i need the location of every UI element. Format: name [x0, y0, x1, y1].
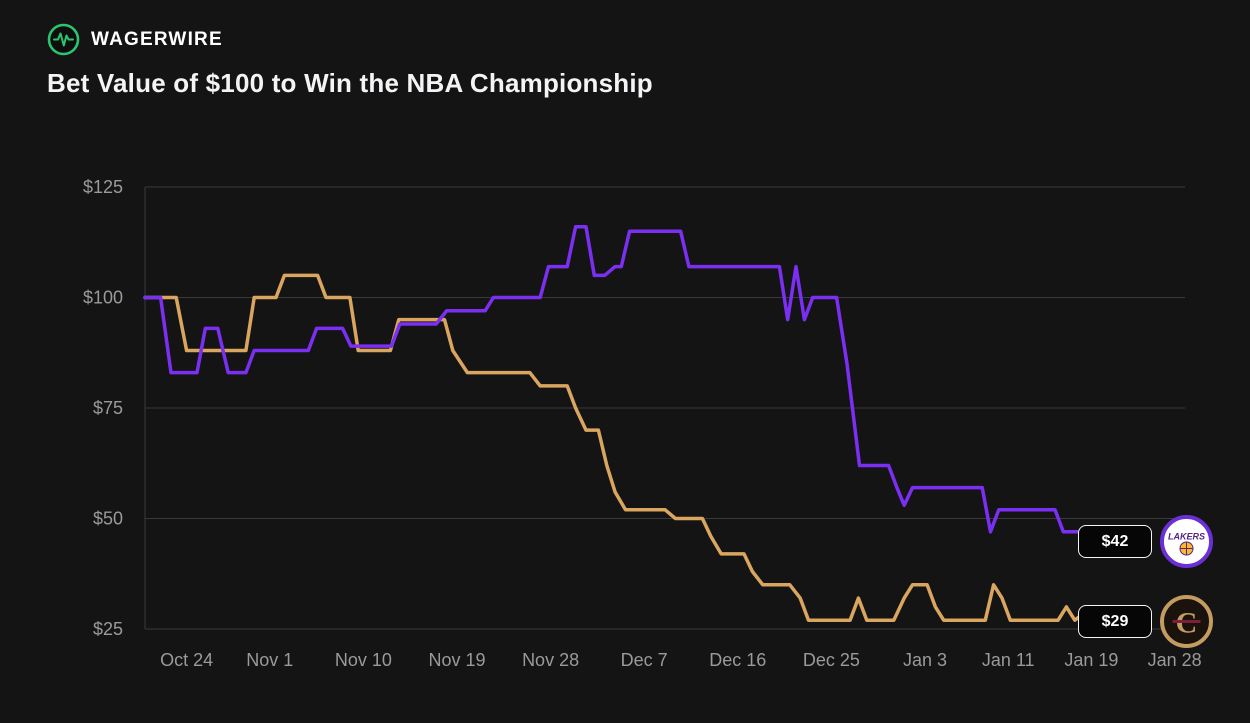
- x-axis-label: Dec 25: [803, 650, 860, 670]
- y-axis-label: $50: [93, 509, 123, 529]
- x-axis-label: Oct 24: [160, 650, 213, 670]
- y-axis-label: $75: [93, 398, 123, 418]
- lakers-value-badge: $42: [1078, 525, 1152, 558]
- x-axis-label: Jan 19: [1064, 650, 1118, 670]
- x-axis-label: Dec 16: [709, 650, 766, 670]
- cavaliers-line-series: [143, 273, 1151, 622]
- lakers-logo-icon: LAKERS: [1159, 514, 1214, 569]
- cavaliers-current-value: $29: [1101, 612, 1129, 630]
- wagerwire-logo-icon: [47, 23, 80, 56]
- x-axis-label: Jan 3: [903, 650, 947, 670]
- y-axis-label: $125: [83, 177, 123, 197]
- y-axis-label: $25: [93, 619, 123, 639]
- x-axis-label: Nov 19: [428, 650, 485, 670]
- svg-text:LAKERS: LAKERS: [1168, 532, 1205, 542]
- cavaliers-value-badge: $29: [1078, 605, 1152, 638]
- cavaliers-logo-icon: C: [1159, 594, 1214, 649]
- brand-name: WAGERWIRE: [91, 28, 223, 50]
- x-axis-label: Nov 1: [246, 650, 293, 670]
- x-axis-label: Jan 11: [982, 650, 1035, 670]
- brand: WAGERWIRE: [47, 23, 223, 56]
- chart-title: Bet Value of $100 to Win the NBA Champio…: [47, 68, 653, 98]
- x-axis-label: Jan 28: [1148, 650, 1202, 670]
- x-axis-label: Dec 7: [621, 650, 668, 670]
- x-axis-label: Nov 28: [522, 650, 579, 670]
- x-axis-label: Nov 10: [335, 650, 392, 670]
- lakers-line-series: [143, 225, 1151, 556]
- y-axis-label: $100: [83, 288, 123, 308]
- lakers-current-value: $42: [1101, 532, 1129, 550]
